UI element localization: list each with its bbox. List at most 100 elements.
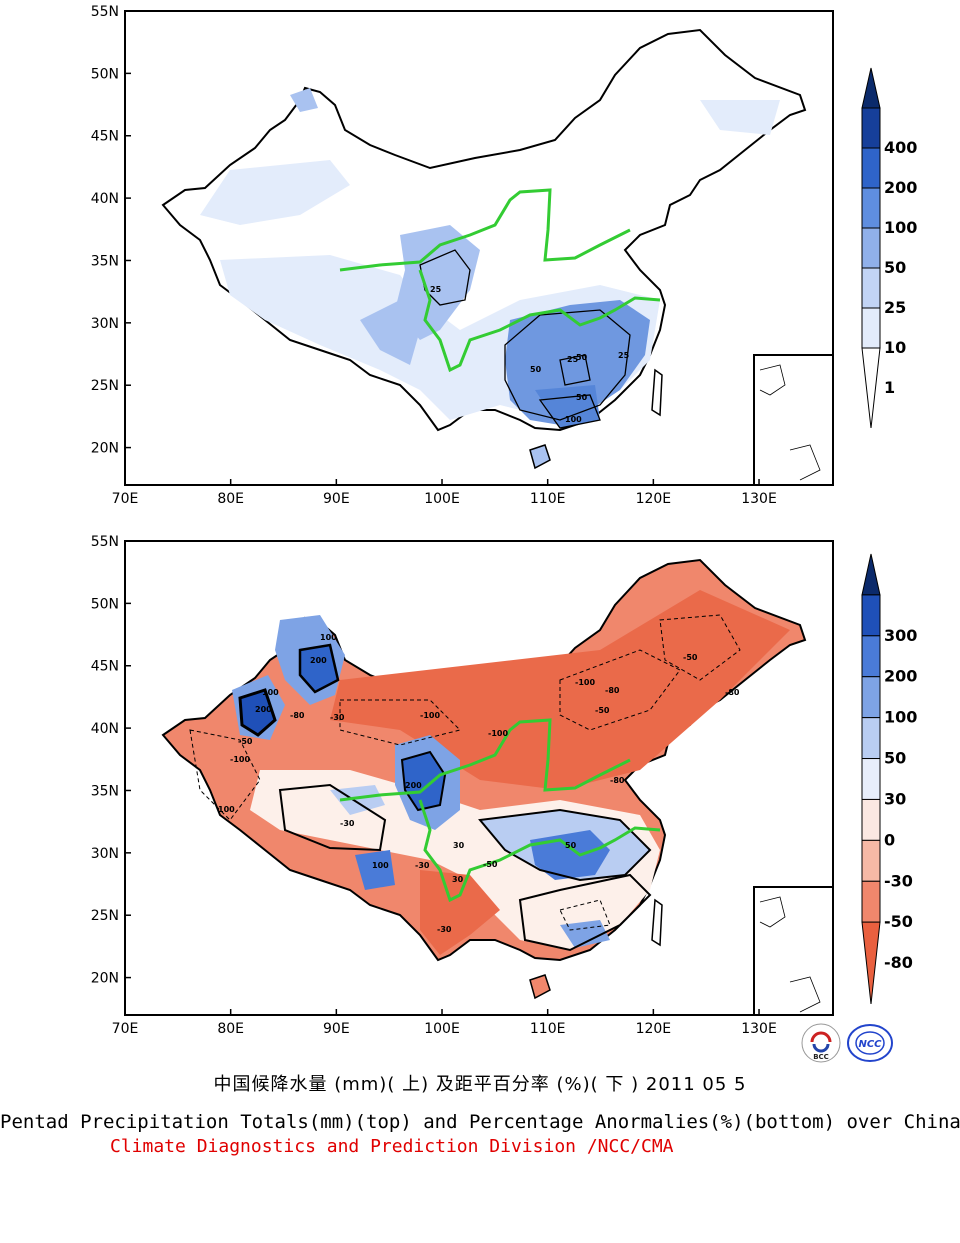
colorbar-label: 25 [884, 298, 906, 317]
colorbar-label: 30 [884, 789, 906, 808]
lat-axis: 55N 50N 45N 40N 35N 30N 25N 20N [91, 534, 131, 987]
contour-label: -50 [683, 653, 698, 662]
contour-label: -30 [437, 925, 452, 934]
contour-25b [559, 354, 591, 386]
lat-label: 35N [91, 783, 119, 799]
lon-label: 90E [323, 491, 350, 507]
contour-label: 100 [565, 415, 582, 424]
contour-label: -80 [610, 776, 625, 785]
colorbar-segment [861, 758, 881, 800]
lat-label: 40N [91, 721, 119, 737]
contour-label: -30 [330, 713, 345, 722]
colorbar-segment [861, 187, 881, 229]
colorbar-segment [861, 839, 881, 882]
colorbar-label: -80 [884, 953, 913, 972]
colorbar-segment [861, 107, 881, 149]
colorbar-label: 300 [884, 626, 917, 645]
lon-label: 100E [424, 491, 460, 507]
lat-label: 25N [91, 908, 119, 924]
contour-label: -50 [483, 860, 498, 869]
colorbar-segment [861, 147, 881, 189]
figure-credit: Climate Diagnostics and Prediction Divis… [110, 1136, 674, 1157]
south-china-sea-inset [753, 886, 834, 1016]
yangtze-river [418, 799, 661, 903]
anomaly-xinjiang-dark-1 [300, 645, 338, 692]
contour-label: 50 [576, 353, 588, 362]
colorbar-bottom-arrow [861, 347, 881, 429]
lon-label: 80E [217, 491, 244, 507]
lon-label: 120E [636, 491, 672, 507]
yellow-river [339, 188, 631, 272]
lon-label: 120E [636, 1021, 672, 1037]
colorbar-label: 400 [884, 138, 917, 157]
ncc-logo-text: NCC [858, 1039, 882, 1050]
lat-label: 45N [91, 659, 119, 675]
precip-region-10 [200, 160, 350, 225]
top-panel: 25 50 25 25 50 50 100 55N 50N 45N 40N 35N 30N… [0, 0, 960, 520]
contour-label: 25 [430, 285, 442, 294]
contour-label: -80 [290, 711, 305, 720]
lon-label: 110E [530, 1021, 566, 1037]
colorbar-segment [861, 227, 881, 269]
bottom-panel: 200 100 200 100 -100 -50 -80 -30 100 200… [0, 530, 960, 1050]
colorbar-label: 0 [884, 830, 895, 849]
colorbar-label: 1 [884, 378, 895, 397]
taiwan-island [651, 898, 663, 947]
precip-region-top-nw [290, 88, 318, 112]
contour-label: -50 [238, 737, 253, 746]
contour-label: -100 [575, 678, 595, 687]
contour-label: 100 [320, 633, 337, 642]
contour-label: 100 [218, 805, 235, 814]
lat-label: 20N [91, 971, 119, 987]
lon-axis: 70E 80E 90E 100E 110E 120E 130E [112, 1009, 777, 1037]
contour-label: 200 [405, 781, 422, 790]
contour-label: 100 [262, 688, 279, 697]
taiwan-island [651, 368, 663, 417]
lat-label: 50N [91, 66, 119, 82]
figure-title-cn: 中国候降水量 (mm)( 上) 及距平百分率 (%)( 下 ) 2011 05 … [213, 1074, 747, 1095]
contour-label: 200 [310, 656, 327, 665]
precip-region-25 [395, 225, 480, 340]
inset-coastline [759, 364, 821, 481]
lat-label: 30N [91, 316, 119, 332]
contour-label: -30 [415, 861, 430, 870]
lon-label: 70E [112, 1021, 139, 1037]
lat-label: 40N [91, 191, 119, 207]
contour-label: 50 [565, 841, 577, 850]
lon-axis: 70E 80E 90E 100E 110E 120E 130E [112, 479, 777, 507]
precip-region-25b [360, 300, 420, 365]
colorbar-segment [861, 635, 881, 678]
colorbar-top-arrow [861, 553, 881, 596]
precip-region-ne [700, 100, 780, 135]
contour-label: 30 [453, 841, 465, 850]
lon-label: 110E [530, 491, 566, 507]
yangtze-river [418, 269, 661, 373]
contour-label: 30 [452, 875, 464, 884]
colorbar-label: -50 [884, 912, 913, 931]
anomaly-west-blue [330, 785, 385, 815]
south-china-sea-inset [753, 354, 834, 486]
colorbar-label: 200 [884, 178, 917, 197]
contour-label: 50 [576, 393, 588, 402]
lon-label: 100E [424, 1021, 460, 1037]
lat-label: 35N [91, 253, 119, 269]
colorbar-segment [861, 880, 881, 923]
contour-100 [538, 394, 601, 429]
lat-axis: 55N 50N 45N 40N 35N 30N 25N 20N [91, 4, 131, 457]
figure-title-en: Pentad Precipitation Totals(mm)(top) and… [0, 1111, 960, 1133]
contour-label: -80 [605, 686, 620, 695]
colorbar-segment [861, 676, 881, 719]
lat-label: 45N [91, 129, 119, 145]
colorbar-label: 50 [884, 258, 906, 277]
precip-anomaly-map: 200 100 200 100 -100 -50 -80 -30 100 200… [91, 534, 918, 1037]
contour-25 [419, 249, 471, 306]
contour-label: -100 [488, 729, 508, 738]
contour-label: 25 [567, 355, 579, 364]
colorbar-segment [861, 267, 881, 309]
colorbar-label: 100 [884, 708, 917, 727]
precip-totals-map: 25 50 25 25 50 50 100 55N 50N 45N 40N 35N 30N… [91, 4, 918, 507]
hainan-island [529, 444, 551, 470]
anomaly-tibet-south-blue [355, 850, 395, 890]
lon-label: 90E [323, 1021, 350, 1037]
colorbar-label: 200 [884, 667, 917, 686]
